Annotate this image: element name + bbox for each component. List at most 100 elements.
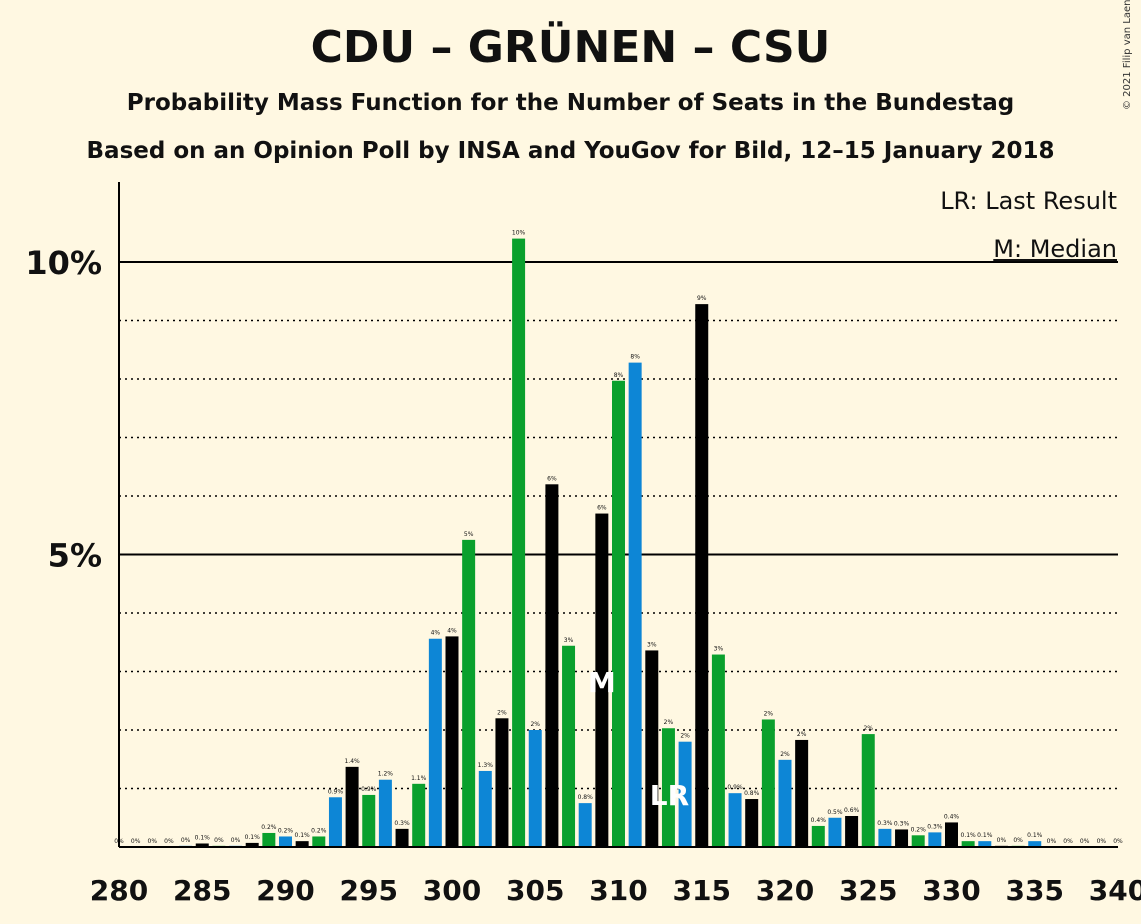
bar-value-label: 0% <box>181 837 191 844</box>
bar-seat-301 <box>462 539 476 847</box>
bar-seat-317 <box>728 793 742 847</box>
bar-seat-330 <box>945 822 958 847</box>
bar-value-label: 0.9% <box>727 784 743 791</box>
x-tick-label: 295 <box>340 874 398 907</box>
x-tick-label: 340 <box>1089 874 1141 907</box>
chart-source-subtitle: Based on an Opinion Poll by INSA and You… <box>86 138 1055 164</box>
bar-seat-296 <box>378 779 392 847</box>
bar-value-label: 5% <box>464 531 474 538</box>
bar-seat-306 <box>545 484 559 847</box>
x-tick-label: 305 <box>506 874 564 907</box>
bar-value-label: 2% <box>530 721 540 728</box>
bar-value-label: 0.6% <box>844 807 860 814</box>
bar-value-label: 2% <box>680 733 690 740</box>
bar-value-label: 2% <box>497 709 507 716</box>
bar-seat-320 <box>778 759 792 847</box>
bars-layer <box>179 238 1042 848</box>
bar-seat-297 <box>395 828 409 847</box>
bar-value-label: 4% <box>447 627 457 634</box>
bar-value-label: 3% <box>714 646 724 653</box>
x-tick-label: 320 <box>756 874 814 907</box>
bar-value-label: 0.5% <box>827 809 843 816</box>
bar-seat-308 <box>578 803 592 847</box>
bar-value-label: 0% <box>214 837 224 844</box>
bar-seat-289 <box>262 832 276 847</box>
bar-value-label: 0.1% <box>977 832 993 839</box>
bar-seat-292 <box>312 836 326 847</box>
chart-title: CDU – GRÜNEN – CSU <box>310 22 831 73</box>
bar-value-label: 0.1% <box>1027 832 1043 839</box>
bar-value-label: 0.8% <box>744 790 760 797</box>
legend-last-result: LR: Last Result <box>940 187 1117 215</box>
bar-value-label: 1.2% <box>378 771 394 778</box>
bar-value-label: 0.3% <box>877 820 893 827</box>
x-tick-label: 300 <box>423 874 481 907</box>
bar-value-label: 2% <box>863 725 873 732</box>
bar-value-label: 0.9% <box>328 788 344 795</box>
bar-value-label: 0.3% <box>894 820 910 827</box>
bar-value-label: 6% <box>597 505 607 512</box>
bar-value-label: 0% <box>1097 838 1107 845</box>
bar-seat-314 <box>678 741 692 847</box>
y-tick-label: 10% <box>25 244 102 282</box>
x-tick-label: 315 <box>673 874 731 907</box>
bar-seat-290 <box>279 836 292 847</box>
bar-value-label: 2% <box>764 710 774 717</box>
bar-seat-300 <box>445 636 459 847</box>
legend-median: M: Median <box>993 235 1117 263</box>
bar-value-label: 0.4% <box>944 813 960 820</box>
bar-value-label: 0.1% <box>295 832 311 839</box>
bar-seat-318 <box>745 799 759 847</box>
bar-seat-303 <box>495 718 509 847</box>
bar-value-label: 2% <box>797 731 807 738</box>
bar-value-label: 0.1% <box>961 832 977 839</box>
bar-value-label: 0.2% <box>261 824 277 831</box>
bar-seat-291 <box>295 841 309 847</box>
x-tick-label: 310 <box>589 874 647 907</box>
bar-seat-329 <box>928 832 942 847</box>
bar-value-label: 0.2% <box>278 827 294 834</box>
bar-value-label: 0% <box>148 838 158 845</box>
bar-seat-321 <box>795 739 809 847</box>
x-tick-label: 330 <box>922 874 980 907</box>
bar-seat-316 <box>711 654 725 847</box>
bar-value-label: 1.4% <box>344 758 360 765</box>
x-tick-label: 325 <box>839 874 897 907</box>
markers-layer: M LR <box>588 666 689 812</box>
bar-value-label: 2% <box>780 751 790 758</box>
bar-seat-293 <box>328 797 342 847</box>
bar-value-label: 0.1% <box>245 834 261 841</box>
axes-layer: 280 285 290 295 300 305 310 315 320 325 330 335 340 5… <box>25 182 1141 907</box>
bar-seat-323 <box>828 817 842 847</box>
bar-value-label: 1.1% <box>411 775 427 782</box>
bar-value-label: 0.2% <box>311 827 327 834</box>
bar-value-label: 1.3% <box>478 762 494 769</box>
bar-seat-288 <box>245 842 259 847</box>
bar-seat-294 <box>345 766 359 847</box>
bar-value-label: 8% <box>614 372 624 379</box>
bar-value-label: 0% <box>1047 838 1057 845</box>
bar-value-label: 0% <box>131 838 141 845</box>
bar-seat-324 <box>845 815 859 847</box>
bar-seat-331 <box>961 841 975 847</box>
bar-seat-307 <box>562 645 576 847</box>
bar-seat-302 <box>478 770 492 847</box>
bar-value-label: 0.9% <box>361 786 377 793</box>
bar-value-label: 0% <box>1113 838 1123 845</box>
x-tick-label: 290 <box>256 874 314 907</box>
bar-value-label: 0% <box>164 838 174 845</box>
median-marker: M <box>588 666 616 699</box>
bar-seat-295 <box>362 794 376 847</box>
bar-seat-335 <box>1028 841 1042 847</box>
bar-seat-285 <box>195 843 209 847</box>
bar-seat-328 <box>911 835 925 847</box>
bar-value-label: 0% <box>1080 838 1090 845</box>
bar-value-label: 0% <box>997 837 1007 844</box>
bar-value-label: 0.3% <box>927 823 943 830</box>
bar-seat-332 <box>978 841 992 847</box>
bar-seat-319 <box>761 719 775 847</box>
chart-subtitle: Probability Mass Function for the Number… <box>126 90 1015 116</box>
bar-seat-322 <box>811 825 825 847</box>
bar-seat-313 <box>661 728 675 847</box>
